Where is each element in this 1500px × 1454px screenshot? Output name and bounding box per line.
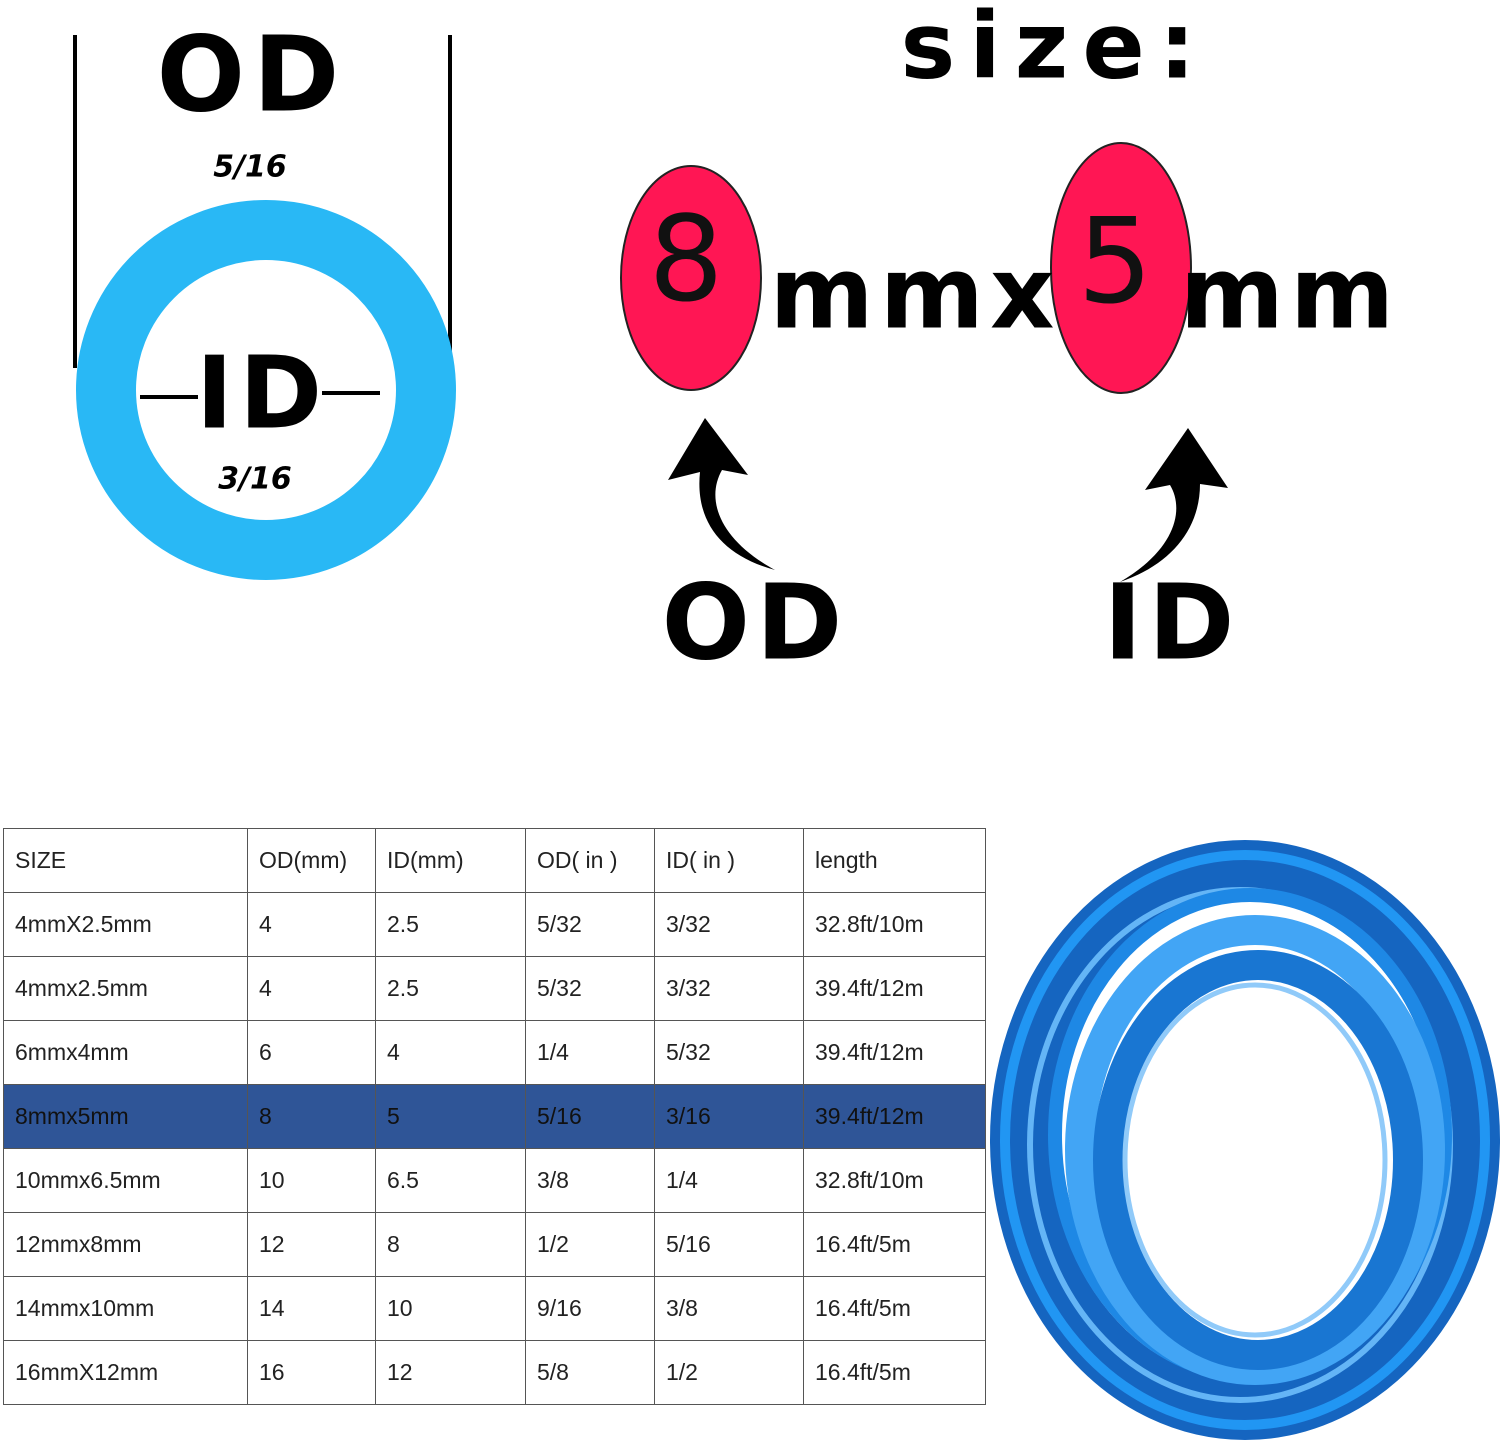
table-cell: 8 — [247, 1084, 376, 1149]
table-cell: 5/32 — [525, 892, 655, 957]
table-row: 4mmX2.5mm 4 2.5 5/32 3/32 32.8ft/10m — [3, 892, 986, 957]
id-arrow — [1120, 428, 1228, 582]
table-cell: 8mmx5mm — [3, 1084, 248, 1149]
table-cell: 6mmx4mm — [3, 1020, 248, 1085]
table-cell: 1/4 — [525, 1020, 655, 1085]
table-cell: 4 — [375, 1020, 526, 1085]
table-cell: 5/8 — [525, 1340, 655, 1405]
od-value: 8 — [648, 190, 723, 328]
table-cell: 5/16 — [525, 1084, 655, 1149]
separator: mmx — [770, 234, 1061, 351]
tube-ring — [76, 200, 456, 580]
id-label: ID — [196, 334, 328, 451]
table-cell: 1/2 — [654, 1340, 804, 1405]
table-cell: 4mmx2.5mm — [3, 956, 248, 1021]
table-cell: 39.4ft/12m — [803, 956, 986, 1021]
table-row: 4mmx2.5mm 4 2.5 5/32 3/32 39.4ft/12m — [3, 956, 986, 1021]
table-row: 16mmX12mm 16 12 5/8 1/2 16.4ft/5m — [3, 1340, 986, 1405]
od-size: 5/16 — [213, 150, 287, 185]
table-row: 14mmx10mm 14 10 9/16 3/8 16.4ft/5m — [3, 1276, 986, 1341]
table-cell: 5/32 — [525, 956, 655, 1021]
id-badge — [1050, 142, 1192, 394]
table-cell: 32.8ft/10m — [803, 1148, 986, 1213]
table-cell: 16mmX12mm — [3, 1340, 248, 1405]
table-cell: 10mmx6.5mm — [3, 1148, 248, 1213]
table-row: 10mmx6.5mm 10 6.5 3/8 1/4 32.8ft/10m — [3, 1148, 986, 1213]
table-cell: 1/4 — [654, 1148, 804, 1213]
table-cell: 1/2 — [525, 1212, 655, 1277]
table-cell: ID(mm) — [375, 828, 526, 893]
table-cell: 10 — [247, 1148, 376, 1213]
table-cell: 3/8 — [654, 1276, 804, 1341]
table-cell: 5/16 — [654, 1212, 804, 1277]
table-cell: 14mmx10mm — [3, 1276, 248, 1341]
table-row: SIZE OD(mm) ID(mm) OD( in ) ID( in ) length — [3, 828, 986, 893]
table-cell: 16.4ft/5m — [803, 1340, 986, 1405]
table-cell: OD(mm) — [247, 828, 376, 893]
table-cell: SIZE — [3, 828, 248, 893]
table-cell: 9/16 — [525, 1276, 655, 1341]
size-title: size: — [900, 0, 1209, 99]
table-cell: 2.5 — [375, 892, 526, 957]
table-cell: 3/32 — [654, 892, 804, 957]
table-cell: 12 — [247, 1212, 376, 1277]
table-cell: 32.8ft/10m — [803, 892, 986, 957]
table-cell: 39.4ft/12m — [803, 1020, 986, 1085]
table-cell: 5/32 — [654, 1020, 804, 1085]
table-cell: 4mmX2.5mm — [3, 892, 248, 957]
table-cell: 2.5 — [375, 956, 526, 1021]
id-caption: ID — [1103, 561, 1240, 683]
table-cell: length — [803, 828, 986, 893]
table-cell: OD( in ) — [525, 828, 655, 893]
table-cell: 39.4ft/12m — [803, 1084, 986, 1149]
table-cell: 3/32 — [654, 956, 804, 1021]
table-cell: 5 — [375, 1084, 526, 1149]
table-row: 8mmx5mm 8 5 5/16 3/16 39.4ft/12m — [3, 1084, 986, 1149]
table-cell: 12 — [375, 1340, 526, 1405]
table-cell: 14 — [247, 1276, 376, 1341]
tube-coil — [990, 840, 1500, 1440]
table-cell: 16 — [247, 1340, 376, 1405]
id-value: 5 — [1077, 192, 1152, 330]
table-cell: 6.5 — [375, 1148, 526, 1213]
table-cell: 8 — [375, 1212, 526, 1277]
od-caption: OD — [662, 561, 849, 683]
table-cell: 16.4ft/5m — [803, 1212, 986, 1277]
table-row: 6mmx4mm 6 4 1/4 5/32 39.4ft/12m — [3, 1020, 986, 1085]
od-arrow — [668, 418, 775, 570]
od-label: OD — [157, 13, 348, 135]
spec-table: SIZE OD(mm) ID(mm) OD( in ) ID( in ) length 4m… — [3, 828, 986, 1405]
id-size: 3/16 — [218, 462, 292, 497]
table-cell: 3/16 — [654, 1084, 804, 1149]
table-cell: 10 — [375, 1276, 526, 1341]
table-row: 12mmx8mm 12 8 1/2 5/16 16.4ft/5m — [3, 1212, 986, 1277]
od-badge — [620, 165, 762, 391]
table-cell: 16.4ft/5m — [803, 1276, 986, 1341]
table-cell: 6 — [247, 1020, 376, 1085]
unit: mm — [1180, 234, 1400, 351]
table-cell: 4 — [247, 892, 376, 957]
table-cell: 12mmx8mm — [3, 1212, 248, 1277]
table-cell: ID( in ) — [654, 828, 804, 893]
table-cell: 3/8 — [525, 1148, 655, 1213]
table-cell: 4 — [247, 956, 376, 1021]
